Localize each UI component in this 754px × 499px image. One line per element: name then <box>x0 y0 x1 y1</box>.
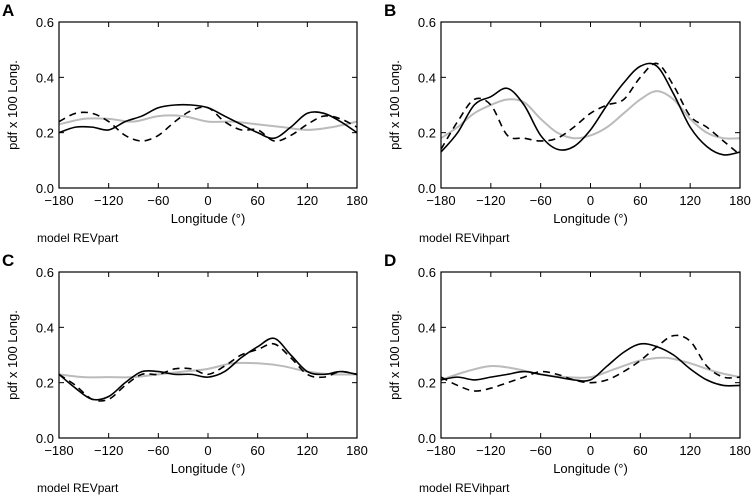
panel-c-ylabel: pdf x 100 Long. <box>5 310 20 400</box>
panel-a-xtick-label-3: 0 <box>204 193 211 208</box>
panel-d-xtick-label-3: 0 <box>587 443 594 458</box>
panel-b-series-solid <box>441 62 740 156</box>
panel-b-xtick-label-1: −120 <box>476 193 505 208</box>
panel-b-xlabel: Longitude (°) <box>553 211 628 226</box>
panel-d-xtick-label-1: −120 <box>476 443 505 458</box>
panel-a-ytick-label-1: 0.2 <box>36 126 54 141</box>
panel-d-ytick-label-3: 0.6 <box>418 265 436 280</box>
panel-c-letter: C <box>2 251 14 270</box>
panel-b-ytick-label-3: 0.6 <box>418 15 436 30</box>
panel-b-xtick-label-3: 0 <box>587 193 594 208</box>
panel-d-xtick-label-6: 180 <box>729 443 751 458</box>
panel-b-letter: B <box>384 1 396 20</box>
panel-a-xtick-label-1: −120 <box>94 193 123 208</box>
panel-c-ytick-label-1: 0.2 <box>36 376 54 391</box>
panel-b-xtick-label-4: 60 <box>633 193 647 208</box>
panel-d-xlabel: Longitude (°) <box>553 461 628 476</box>
panel-d-xtick-label-4: 60 <box>633 443 647 458</box>
panel-b-frame <box>440 21 741 189</box>
panel-a-series-solid <box>59 103 357 140</box>
panel-d-ytick-label-2: 0.4 <box>418 320 436 335</box>
panel-a-xtick-label-5: 120 <box>296 193 318 208</box>
panel-c-xtick-label-1: −120 <box>94 443 123 458</box>
panel-b-ytick-label-2: 0.4 <box>418 70 436 85</box>
panel-c-model-label: model REVpart <box>37 481 119 495</box>
panel-c-ytick-label-2: 0.4 <box>36 320 54 335</box>
panel-b-xtick-label-6: 180 <box>729 193 751 208</box>
panel-c-xlabel: Longitude (°) <box>171 461 246 476</box>
panel-a: −180 −120 −60 0 60 120 180 0.0 0.2 0.4 0.6 Longitud… <box>2 1 368 245</box>
panel-a-model-label: model REVpart <box>37 231 119 245</box>
panel-d-series-gray <box>441 356 740 381</box>
panel-b-ytick-label-1: 0.2 <box>418 126 436 141</box>
panel-c-series-dashed <box>59 342 357 402</box>
panel-c-ytick-label-3: 0.6 <box>36 265 54 280</box>
panel-b-xtick-label-5: 120 <box>679 193 701 208</box>
panel-a-xlabel: Longitude (°) <box>171 211 246 226</box>
panel-a-xtick-label-4: 60 <box>250 193 264 208</box>
panel-a-xtick-label-0: −180 <box>44 193 73 208</box>
panel-d-xtick-label-2: −60 <box>530 443 552 458</box>
panel-c-frame <box>58 271 358 439</box>
panel-d: −180 −120 −60 0 60 120 180 0.0 0.2 0.4 0.6 Longitud… <box>384 251 751 495</box>
panel-b-series-dashed <box>441 62 740 156</box>
panel-c-xtick-label-6: 180 <box>346 443 368 458</box>
panel-b-ytick-label-0: 0.0 <box>418 181 436 196</box>
panel-d-series-solid <box>441 342 740 387</box>
panel-d-letter: D <box>384 251 396 270</box>
panel-b-model-label: model REVihpart <box>419 231 510 245</box>
panel-d-ytick-label-0: 0.0 <box>418 431 436 446</box>
panel-a-series-gray <box>59 114 357 131</box>
panel-d-model-label: model REVihpart <box>419 481 510 495</box>
panel-c-xtick-label-4: 60 <box>250 443 264 458</box>
panel-d-ylabel: pdf x 100 Long. <box>387 310 402 400</box>
panel-d-series-dashed <box>441 334 740 392</box>
panel-a-ylabel: pdf x 100 Long. <box>5 60 20 150</box>
panel-b-xtick-label-2: −60 <box>530 193 552 208</box>
panel-d-ytick-label-1: 0.2 <box>418 376 436 391</box>
panel-c-xtick-label-2: −60 <box>147 443 169 458</box>
panel-a-xtick-label-2: −60 <box>147 193 169 208</box>
panel-d-xtick-label-0: −180 <box>426 443 455 458</box>
panel-a-letter: A <box>2 1 14 20</box>
panel-c-series-solid <box>59 337 357 401</box>
panel-a-xtick-label-6: 180 <box>346 193 368 208</box>
panel-c-xtick-label-5: 120 <box>296 443 318 458</box>
panel-c: −180 −120 −60 0 60 120 180 0.0 0.2 0.4 0.6 Longitud… <box>2 251 368 495</box>
panel-b-ylabel: pdf x 100 Long. <box>387 60 402 150</box>
panel-b: −180 −120 −60 0 60 120 180 0.0 0.2 0.4 0.6 Longitud… <box>384 1 751 245</box>
panel-d-xtick-label-5: 120 <box>679 443 701 458</box>
panel-d-frame <box>440 271 741 439</box>
panel-c-xtick-label-0: −180 <box>44 443 73 458</box>
panel-a-ytick-label-3: 0.6 <box>36 15 54 30</box>
panel-b-xtick-label-0: −180 <box>426 193 455 208</box>
panel-a-frame <box>58 21 358 189</box>
panel-c-xtick-label-3: 0 <box>204 443 211 458</box>
panel-c-ytick-label-0: 0.0 <box>36 431 54 446</box>
panel-a-ytick-label-2: 0.4 <box>36 70 54 85</box>
panel-a-ytick-label-0: 0.0 <box>36 181 54 196</box>
